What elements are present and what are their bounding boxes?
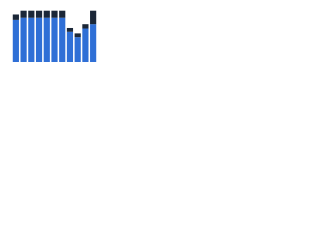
bar-segment (59, 10, 66, 18)
bar-segment (12, 14, 19, 20)
bar-segment (51, 17, 58, 62)
bar-segment (59, 17, 66, 62)
bar-segment (74, 33, 81, 38)
bar-segment (90, 10, 97, 25)
bar-segment (43, 17, 50, 62)
bar-segment (90, 24, 97, 62)
bar-segment (12, 19, 19, 63)
bar-segment (74, 37, 81, 62)
bar-segment (66, 27, 74, 32)
bar-segment (35, 10, 43, 18)
bar-segment (43, 10, 50, 18)
bar-segment (35, 17, 43, 62)
bar-segment (66, 31, 74, 62)
bar-segment (82, 28, 89, 62)
bar-segment (28, 17, 35, 62)
bar-segment (82, 24, 89, 29)
bar-segment (20, 10, 27, 18)
bar-segment (51, 10, 58, 18)
chart (0, 0, 100, 71)
bar-segment (28, 10, 35, 18)
bar-segment (20, 17, 27, 62)
